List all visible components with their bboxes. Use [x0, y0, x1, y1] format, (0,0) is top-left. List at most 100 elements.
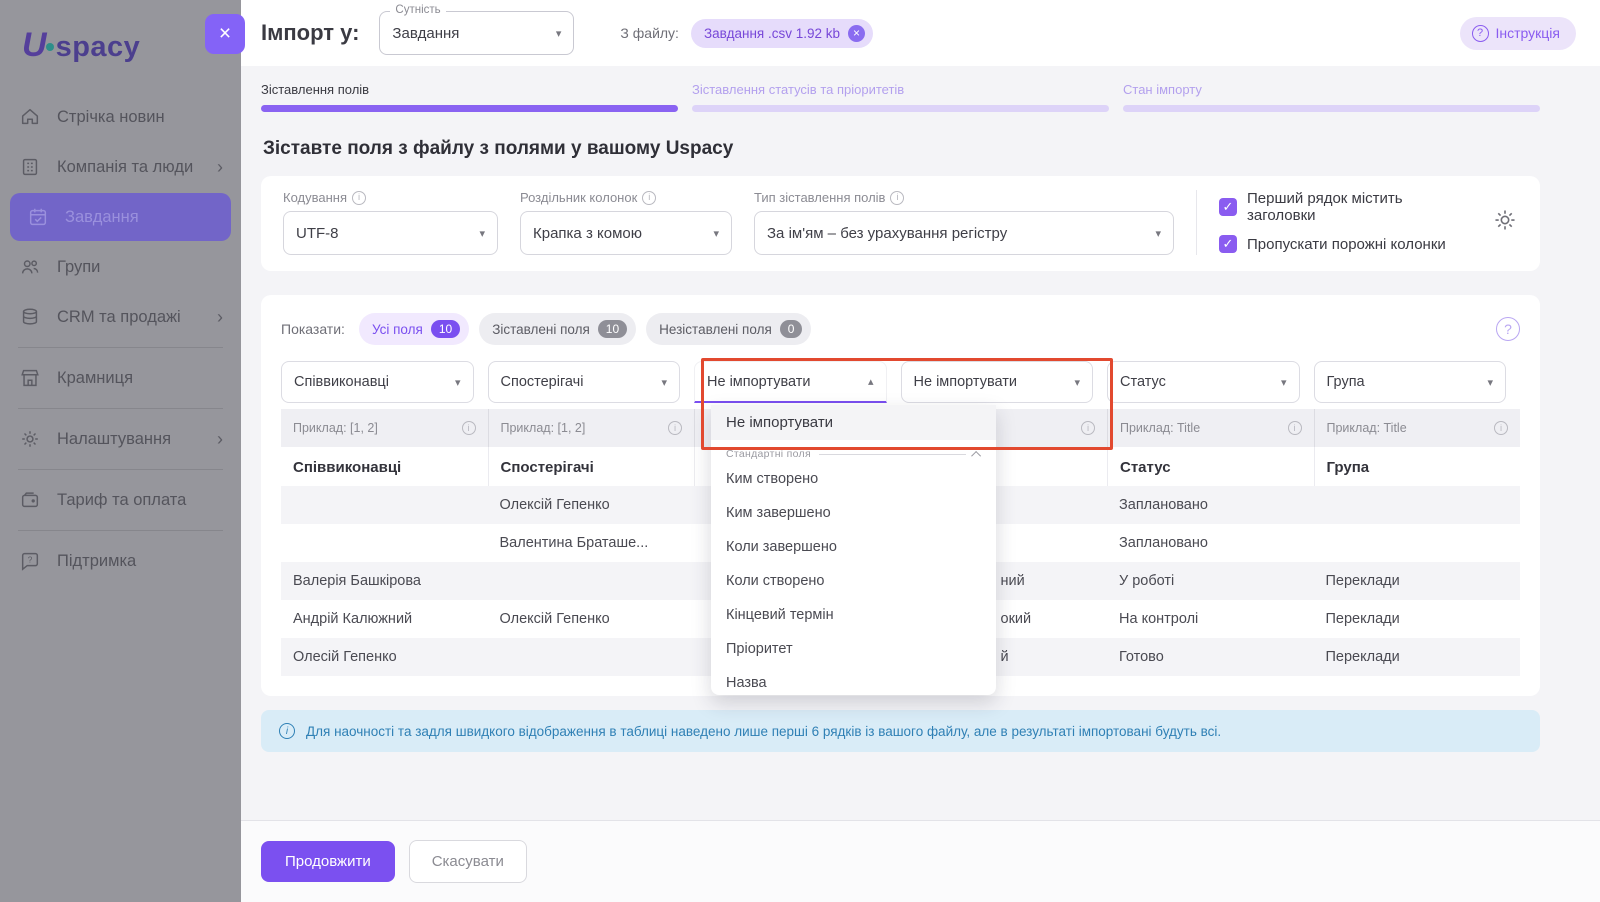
column-header [694, 447, 901, 486]
checkbox-checked-icon: ✓ [1218, 198, 1237, 216]
menu-item-no-import[interactable]: Не імпортувати [711, 405, 996, 440]
logo-text: spacy [55, 31, 141, 63]
info-icon: i [890, 190, 905, 205]
sidebar-divider [18, 347, 223, 348]
delimiter-select[interactable]: Крапка з комою ▾ [520, 211, 732, 255]
info-icon: i [642, 190, 657, 205]
sidebar-divider [18, 469, 223, 470]
skip-empty-columns-checkbox[interactable]: ✓ Пропускати порожні колонки [1218, 235, 1470, 253]
step-field-mapping: Зіставлення полів [261, 82, 678, 112]
sidebar-item-tasks[interactable]: Завдання [10, 193, 231, 241]
column-header: Статус [1107, 447, 1314, 486]
filter-chip-mapped-fields[interactable]: Зіставлені поля 10 [479, 313, 637, 345]
match-type-field: Тип зіставлення полів i За ім'ям – без ур… [754, 190, 1174, 255]
chevron-down-icon: ▾ [1074, 376, 1080, 389]
shop-icon [18, 366, 42, 390]
field-label: Кодування [283, 190, 347, 205]
map-select-4[interactable]: Не імпортувати ▾ [900, 361, 1093, 403]
chevron-down-icon: ▾ [454, 376, 461, 389]
sidebar-item-newsfeed[interactable]: Стрічка новин [0, 93, 241, 141]
menu-item[interactable]: Коли завершено [726, 539, 837, 555]
chevron-down-icon: ▾ [1280, 376, 1287, 389]
count-badge: 10 [597, 320, 628, 338]
sidebar-item-billing[interactable]: Тариф та оплата [0, 476, 241, 524]
users-icon [18, 255, 42, 279]
footer-actions: Продовжити Скасувати [241, 820, 1600, 902]
filter-chip-all-fields[interactable]: Усі поля 10 [358, 313, 470, 345]
database-icon [18, 305, 42, 329]
help-button[interactable]: ? [1496, 317, 1520, 341]
encoding-select[interactable]: UTF-8 ▾ [283, 211, 498, 255]
page-title: Імпорт у: [261, 20, 360, 45]
table-cell: Андрій Калюжний [293, 611, 413, 627]
remove-file-icon[interactable]: × [848, 24, 866, 42]
map-select-5[interactable]: Статус ▾ [1107, 361, 1300, 403]
sidebar-item-groups[interactable]: Групи [0, 243, 241, 291]
sidebar-item-company[interactable]: Компанія та люди › [0, 143, 241, 191]
info-note: i Для наочності та задля швидкого відобр… [261, 710, 1540, 752]
main-area: Імпорт у: Сутність Завдання ▾ З файлу: З… [241, 0, 1600, 902]
table-cell: ний [1000, 573, 1025, 589]
entity-select[interactable]: Сутність Завдання ▾ [379, 4, 575, 55]
chevron-up-icon: ▴ [867, 376, 874, 388]
menu-item[interactable]: Ким створено [726, 471, 819, 487]
continue-button[interactable]: Продовжити [261, 841, 395, 882]
question-circle-icon: ? [1471, 24, 1489, 42]
match-type-select[interactable]: За ім'ям – без урахування регістру ▾ [754, 211, 1174, 255]
map-select-3-open[interactable]: Не імпортувати ▴ [694, 361, 887, 403]
table-cell [488, 638, 695, 676]
table-cell: Валерія Башкірова [293, 573, 421, 589]
chevron-down-icon: ▾ [713, 227, 719, 240]
chevron-up-icon[interactable] [971, 450, 982, 461]
field-mapping-card: Показати: Усі поля 10 Зіставлені поля 10… [261, 295, 1540, 696]
column-header: Співвиконавці [293, 459, 402, 476]
table-cell: У роботі [1119, 573, 1175, 589]
menu-item[interactable]: Кінцевий термін [726, 607, 834, 623]
settings-gear-button[interactable] [1492, 207, 1518, 238]
table-cell: Олесій Гепенко [293, 649, 397, 665]
instruction-label: Інструкція [1495, 25, 1561, 41]
step-label: Зіставлення статусів та пріоритетів [692, 82, 905, 97]
file-chip[interactable]: Завдання .csv 1.92 kb × [690, 18, 874, 48]
cancel-button[interactable]: Скасувати [408, 840, 527, 883]
step-progress-bar [692, 105, 1109, 112]
table-cell: Валентина Браташе... [499, 535, 649, 551]
sidebar-item-crm[interactable]: CRM та продажі › [0, 293, 241, 341]
menu-item[interactable]: Пріоритет [726, 641, 793, 657]
info-icon: i [1287, 421, 1302, 435]
info-icon: i [1494, 421, 1508, 435]
menu-item[interactable]: Коли створено [726, 573, 825, 589]
content: Зіставлення полів Зіставлення статусів т… [241, 66, 1600, 820]
step-status-mapping: Зіставлення статусів та пріоритетів [692, 82, 1109, 112]
menu-item[interactable]: Назва [726, 675, 767, 691]
sidebar-item-settings[interactable]: Налаштування › [0, 415, 241, 463]
sidebar-item-marketplace[interactable]: Крамниця [0, 354, 241, 402]
info-icon: i [668, 421, 682, 435]
gear-icon [18, 427, 42, 451]
encoding-field: Кодування i UTF-8 ▾ [283, 190, 498, 255]
instruction-button[interactable]: ? Інструкція [1459, 16, 1576, 50]
first-row-headers-checkbox[interactable]: ✓ Перший рядок містить заголовки [1218, 190, 1470, 224]
map-select-1[interactable]: Співвиконавці ▾ [281, 361, 474, 403]
close-import-button[interactable]: × [205, 14, 245, 54]
table-row: Андрій Калюжний Олексій Гепенко окий На … [281, 600, 1520, 638]
table-cell: Олексій Гепенко [499, 497, 610, 513]
map-selects-row: Співвиконавці ▾ Спостерігачі ▾ Не імпортув… [281, 361, 1520, 403]
table-cell [1314, 486, 1521, 524]
step-label: Зіставлення полів [261, 82, 370, 97]
sidebar-item-support[interactable]: ? Підтримка [0, 537, 241, 585]
table-cell: Готово [1119, 649, 1164, 665]
info-icon: i [461, 421, 476, 435]
map-select-2[interactable]: Спостерігачі ▾ [487, 361, 680, 403]
chevron-right-icon: › [217, 428, 223, 449]
table-cell: Заплановано [1119, 497, 1208, 513]
filter-chip-unmapped-fields[interactable]: Незіставлені поля 0 [646, 313, 812, 345]
step-label: Стан імпорту [1123, 82, 1202, 97]
map-select-6[interactable]: Група ▾ [1313, 361, 1506, 403]
sidebar-item-label: Компанія та люди [57, 157, 194, 176]
sidebar-item-label: Завдання [65, 207, 139, 226]
home-icon [18, 105, 42, 129]
menu-item[interactable]: Ким завершено [726, 505, 831, 521]
